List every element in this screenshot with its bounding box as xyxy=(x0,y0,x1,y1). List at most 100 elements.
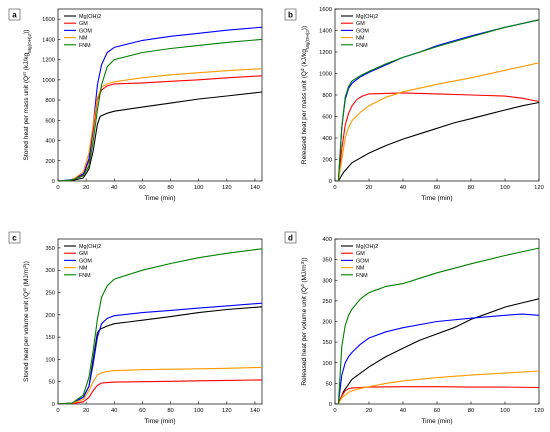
x-tick-label: 100 xyxy=(194,408,204,414)
x-tick-label: 80 xyxy=(468,185,474,191)
x-tick-label: 100 xyxy=(194,185,204,191)
series-line xyxy=(58,306,262,404)
legend-entry: GOM xyxy=(356,28,369,34)
x-tick-label: 60 xyxy=(434,408,440,414)
legend-entry: Mg(OH)2 xyxy=(79,244,101,250)
y-tick-label: 250 xyxy=(45,291,55,297)
series-line xyxy=(337,92,539,181)
y-tick-label: 350 xyxy=(45,246,55,252)
y-axis-label-main: Released heat per volume unit (Q xyxy=(301,287,308,386)
y-tick-label: 0 xyxy=(329,179,332,185)
x-axis-label: Time (min) xyxy=(144,195,175,202)
series-line xyxy=(337,19,539,181)
plot-frame xyxy=(57,238,263,405)
plot-frame xyxy=(57,8,263,182)
y-tick-label: 1000 xyxy=(319,72,332,78)
y-axis-label-sup: d xyxy=(300,284,305,287)
x-axis-label: Time (min) xyxy=(421,418,452,425)
legend-entry: GM xyxy=(79,251,88,257)
y-tick-label: 0 xyxy=(52,402,55,408)
x-tick-label: 120 xyxy=(534,185,544,191)
y-tick-label: 400 xyxy=(322,237,332,243)
x-tick-label: 40 xyxy=(400,408,406,414)
legend-entry: FNM xyxy=(356,43,368,49)
legend-entry: NM xyxy=(356,266,365,272)
x-tick-label: 40 xyxy=(111,185,117,191)
y-tick-label: 1400 xyxy=(42,37,55,43)
x-tick-label: 0 xyxy=(56,408,59,414)
legend-entry: FNM xyxy=(356,273,368,279)
series-line xyxy=(337,19,539,181)
legend-entry: Mg(OH)2 xyxy=(79,14,101,20)
x-tick-label: 0 xyxy=(333,408,336,414)
x-tick-label: 60 xyxy=(434,185,440,191)
y-tick-label: 1400 xyxy=(319,29,332,35)
y-tick-label: 50 xyxy=(326,381,332,387)
y-axis-label-main: Stored heat per volume unit (Q xyxy=(23,292,30,382)
x-tick-label: 0 xyxy=(56,185,59,191)
y-tick-label: 1600 xyxy=(319,7,332,13)
y-axis-label-end: )) xyxy=(301,257,308,261)
y-tick-label: 800 xyxy=(45,98,55,104)
legend-entry: Mg(OH)2 xyxy=(356,244,378,250)
y-tick-label: 200 xyxy=(45,159,55,165)
x-tick-label: 140 xyxy=(250,408,260,414)
x-tick-label: 60 xyxy=(139,185,145,191)
y-tick-label: 100 xyxy=(322,361,332,367)
chart-panel-d: d 0 20 40 60 80 100 120 0 50 100 150 200 250 300 350 400… xyxy=(284,231,544,425)
x-tick-label: 20 xyxy=(83,408,89,414)
y-axis-label-end: )) xyxy=(301,26,308,30)
x-tick-label: 40 xyxy=(111,408,117,414)
y-axis-label-sub: Mg(OH)2 xyxy=(27,33,32,52)
y-tick-label: 200 xyxy=(322,158,332,164)
series-line xyxy=(337,370,539,404)
x-tick-label: 120 xyxy=(534,408,544,414)
series-line xyxy=(337,101,539,181)
legend-entry: GOM xyxy=(79,258,92,264)
series-line xyxy=(58,379,262,404)
series-line xyxy=(58,26,262,181)
x-axis-label: Time (min) xyxy=(144,418,175,425)
x-tick-label: 120 xyxy=(222,185,232,191)
x-tick-label: 80 xyxy=(167,185,173,191)
legend-entry: GOM xyxy=(356,258,369,264)
chart-panel-b: b0 20 40 60 80 100 120020040060080010001200140… xyxy=(284,7,544,202)
series-line xyxy=(58,91,262,181)
y-axis-label-main: Stored heat per mass unit (Q xyxy=(23,76,30,161)
y-tick-label: 300 xyxy=(322,278,332,284)
y-tick-label: 100 xyxy=(45,357,55,363)
x-tick-label: 0 xyxy=(333,185,336,191)
x-tick-label: 20 xyxy=(366,185,372,191)
y-tick-label: 50 xyxy=(49,380,55,386)
x-tick-label: 100 xyxy=(500,408,510,414)
y-tick-label: 300 xyxy=(45,268,55,274)
y-tick-label: 800 xyxy=(322,93,332,99)
y-axis-label: Released heat per volume unit (Qd (MJ/m3… xyxy=(300,257,309,385)
legend-entry: FNM xyxy=(79,43,91,49)
legend-entry: GOM xyxy=(79,28,92,34)
series-line xyxy=(337,298,539,404)
x-tick-label: 20 xyxy=(366,408,372,414)
x-tick-label: 80 xyxy=(167,408,173,414)
chart-panel-a: a0 20 40 60 80 100 120 140020040060080010001200… xyxy=(8,8,263,202)
panel-label: a xyxy=(12,11,17,20)
y-tick-label: 250 xyxy=(322,299,332,305)
x-tick-label: 80 xyxy=(468,408,474,414)
panel-label-box xyxy=(8,8,21,21)
y-axis-label-sup: st xyxy=(22,287,27,291)
y-axis-label-sup: d xyxy=(300,68,305,71)
panel-label-box xyxy=(8,231,21,244)
panel-label: d xyxy=(288,234,293,243)
x-tick-label: 60 xyxy=(139,408,145,414)
y-tick-label: 200 xyxy=(45,313,55,319)
x-axis-label: Time (min) xyxy=(421,195,452,202)
series-line xyxy=(58,366,262,404)
y-axis-label: Stored heat per volume unit (Qst (MJ/m3)… xyxy=(22,261,31,382)
legend-entry: NM xyxy=(79,266,88,272)
y-tick-label: 600 xyxy=(322,115,332,121)
series-line xyxy=(58,68,262,181)
y-tick-label: 150 xyxy=(322,340,332,346)
legend-entry: GM xyxy=(356,21,365,27)
series-line xyxy=(337,313,539,404)
legend-entry: NM xyxy=(356,36,365,42)
